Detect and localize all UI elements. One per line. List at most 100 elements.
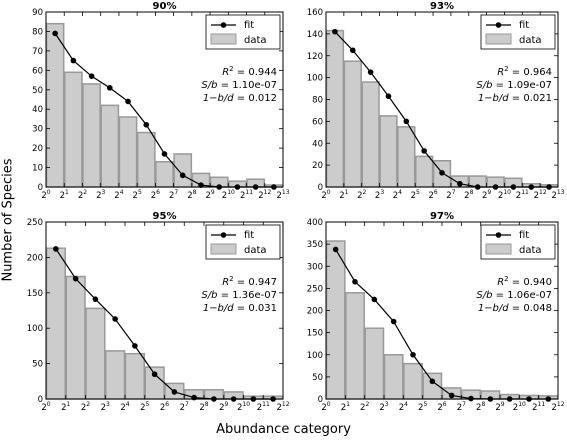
x-tick-label: 213 (551, 189, 564, 201)
fit-point (332, 28, 338, 35)
data-bar (325, 29, 345, 188)
x-tick-label: 21 (61, 401, 70, 413)
y-tick-label: 0 (38, 183, 43, 193)
legend-data-label: data (519, 245, 542, 256)
annotation-bd: 1−b/d = 0.021 (478, 93, 552, 104)
y-tick-label: 0 (38, 395, 43, 405)
x-tick-label: 29 (205, 189, 214, 201)
y-tick-label: 150 (307, 329, 323, 339)
x-tick-label: 20 (41, 189, 50, 201)
fit-point (151, 371, 158, 378)
fit-point (421, 148, 427, 154)
x-tick-label: 210 (498, 189, 511, 201)
chart-title: 97% (430, 211, 454, 222)
y-tick-label: 90 (32, 8, 43, 18)
legend-fit-marker (220, 22, 227, 28)
legend-data-label: data (244, 35, 267, 46)
fit-point (332, 246, 339, 253)
y-tick-label: 200 (307, 307, 323, 317)
x-tick-label: 22 (78, 189, 87, 201)
y-tick-label: 100 (307, 351, 323, 361)
fit-point (132, 343, 138, 349)
annotation-sb: S/b = 1.10e-07 (201, 80, 277, 91)
fit-point (410, 351, 416, 358)
x-tick-label: 29 (482, 189, 491, 201)
y-tick-label: 100 (307, 74, 323, 84)
fit-point (179, 172, 186, 179)
fit-point (52, 30, 58, 37)
x-tick-label: 210 (237, 401, 250, 413)
data-bar (155, 160, 174, 188)
y-tick-label: 120 (307, 52, 323, 62)
data-bar (364, 327, 385, 400)
legend-box (205, 224, 281, 260)
x-tick-label: 210 (222, 189, 235, 201)
data-bar (414, 155, 434, 188)
x-tick-label: 211 (532, 401, 545, 413)
fit-point (92, 296, 99, 302)
annotation-bd: 1−b/d = 0.012 (203, 93, 277, 104)
y-tick-label: 10 (32, 164, 43, 174)
x-tick-label: 21 (341, 401, 350, 413)
x-tick-label: 22 (360, 401, 369, 413)
y-tick-label: 140 (307, 30, 323, 40)
legend-data-label: data (519, 35, 542, 46)
legend-fit-label: fit (244, 20, 254, 31)
x-tick-label: 212 (258, 189, 271, 201)
plot-frame (45, 11, 284, 188)
x-tick-label: 25 (411, 189, 420, 201)
data-bar (65, 275, 86, 400)
x-tick-label: 27 (169, 189, 178, 201)
fit-point (457, 180, 463, 187)
chart-title: 93% (430, 1, 454, 12)
x-tick-label: 26 (151, 189, 160, 201)
x-tick-label: 28 (199, 401, 208, 413)
fit-point (448, 392, 455, 399)
legend-fit-marker (495, 232, 502, 238)
y-tick-label: 80 (312, 96, 323, 106)
data-bar (325, 240, 346, 400)
y-tick-label: 50 (32, 86, 43, 96)
data-bar (45, 22, 65, 188)
y-tick-label: 50 (32, 360, 43, 370)
x-tick-label: 26 (428, 189, 437, 201)
y-tick-label: 150 (27, 289, 43, 299)
x-tick-label: 29 (219, 401, 228, 413)
fit-point (191, 394, 197, 401)
fit-point (53, 246, 59, 252)
annotation-r2: R2 = 0.964 (497, 65, 552, 78)
x-tick-label: 24 (399, 401, 408, 413)
x-tick-label: 211 (516, 189, 529, 201)
x-tick-label: 210 (513, 401, 526, 413)
y-tick-label: 0 (318, 183, 323, 193)
fit-point (125, 98, 131, 105)
x-tick-label: 25 (140, 401, 149, 413)
fit-point (352, 278, 358, 285)
y-tick-label: 80 (32, 27, 43, 37)
annotation-sb: S/b = 1.36e-07 (201, 290, 277, 301)
fit-point (70, 57, 77, 64)
x-tick-label: 26 (160, 401, 169, 413)
annotation-r2: R2 = 0.940 (497, 275, 552, 288)
annotation-bd: 1−b/d = 0.048 (478, 303, 552, 314)
x-tick-label: 24 (120, 401, 129, 413)
x-tick-label: 212 (276, 401, 289, 413)
y-tick-label: 300 (307, 262, 323, 272)
legend-data-swatch (210, 33, 237, 45)
x-tick-label: 23 (96, 189, 105, 201)
chart-title: 95% (153, 211, 177, 222)
legend-data-label: data (244, 245, 267, 256)
fit-point (385, 93, 392, 100)
x-tick-label: 21 (60, 189, 69, 201)
fit-point (171, 389, 178, 395)
fit-point (88, 73, 95, 79)
y-tick-label: 20 (32, 144, 43, 154)
legend-data-swatch (485, 243, 512, 255)
x-tick-label: 24 (114, 189, 123, 201)
annotation-r2: R2 = 0.947 (222, 275, 277, 288)
data-bar (345, 292, 365, 400)
y-tick-label: 0 (318, 395, 323, 405)
fit-point (198, 182, 204, 188)
fit-point (143, 121, 150, 128)
